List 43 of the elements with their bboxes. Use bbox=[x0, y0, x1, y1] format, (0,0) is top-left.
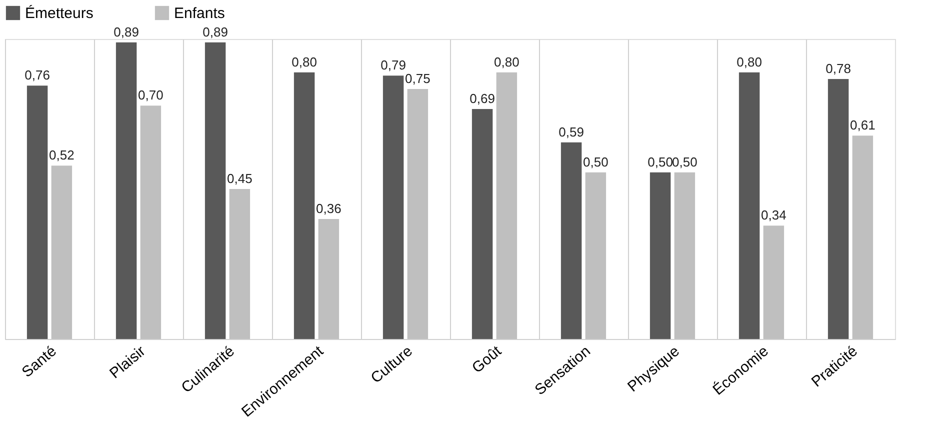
data-label: 0,50 bbox=[583, 154, 608, 170]
data-label: 0,89 bbox=[114, 24, 139, 40]
bar bbox=[51, 166, 72, 339]
data-label: 0,59 bbox=[558, 124, 584, 140]
bar bbox=[204, 42, 226, 339]
bar bbox=[496, 72, 518, 339]
data-label: 0,50 bbox=[648, 154, 673, 170]
bar bbox=[26, 86, 48, 339]
bar bbox=[852, 136, 874, 339]
data-label: 0,89 bbox=[202, 24, 228, 40]
x-tick-label: Goût bbox=[468, 342, 506, 377]
data-label: 0,52 bbox=[49, 148, 74, 163]
legend-label: Émetteurs bbox=[25, 4, 94, 22]
data-label: 0,80 bbox=[292, 54, 317, 70]
bar bbox=[318, 219, 340, 339]
data-label: 0,69 bbox=[470, 91, 495, 106]
data-label: 0,45 bbox=[227, 171, 252, 186]
bar bbox=[674, 172, 696, 339]
bar bbox=[472, 109, 493, 339]
data-label: 0,70 bbox=[138, 88, 164, 103]
bar bbox=[116, 42, 137, 339]
bar bbox=[229, 189, 250, 339]
data-label: 0,80 bbox=[736, 54, 762, 70]
bar bbox=[294, 72, 315, 339]
bar bbox=[560, 142, 582, 339]
data-label: 0,36 bbox=[316, 201, 342, 216]
bar bbox=[407, 89, 428, 339]
bar bbox=[382, 76, 404, 339]
data-label: 0,76 bbox=[24, 68, 50, 83]
data-label: 0,80 bbox=[494, 54, 520, 70]
bar bbox=[140, 106, 162, 339]
bar bbox=[763, 226, 784, 339]
bar bbox=[738, 72, 760, 339]
bar bbox=[828, 79, 849, 339]
legend-label: Enfants bbox=[174, 5, 225, 22]
data-label: 0,79 bbox=[380, 58, 406, 73]
data-label: 0,50 bbox=[672, 154, 698, 170]
data-label: 0,61 bbox=[850, 118, 876, 133]
data-label: 0,78 bbox=[826, 61, 851, 76]
bar bbox=[585, 172, 606, 339]
data-label: 0,34 bbox=[761, 208, 786, 223]
bar bbox=[650, 172, 671, 339]
data-label: 0,75 bbox=[405, 71, 430, 86]
